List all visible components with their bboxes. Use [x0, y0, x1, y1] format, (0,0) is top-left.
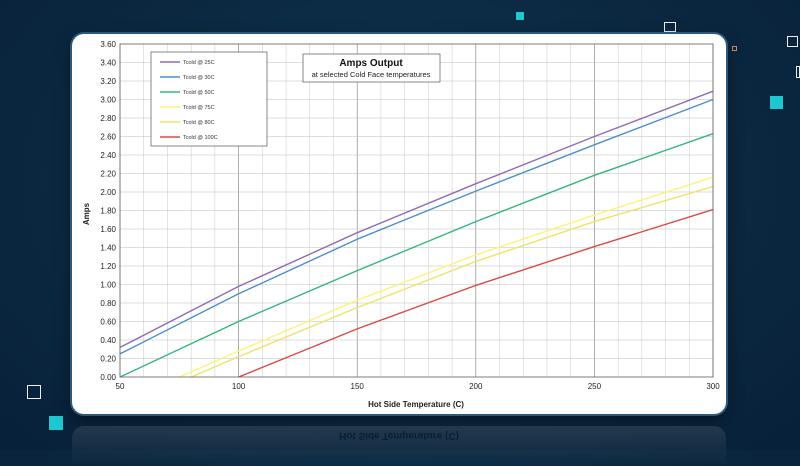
x-axis-label: Hot Side Temperature (C): [368, 400, 464, 409]
chart: 0.00 0.20 0.40 0.60 0.80 1.00 1.20 1.40 1.60 1.80…: [82, 40, 721, 409]
x-tick-label: 250: [588, 382, 602, 391]
y-tick-label: 1.80: [100, 207, 116, 216]
legend-label: Tcold @ 80C: [183, 120, 215, 126]
card-reflection: Hot Side Temperature (C): [72, 426, 726, 466]
plot-area-border: [119, 43, 714, 378]
y-tick-label: 2.60: [100, 133, 116, 142]
decorative-square-outline: [796, 66, 800, 78]
x-axis-ticks: 50 100 150 200 250 300: [116, 382, 721, 391]
y-tick-label: 3.60: [100, 40, 116, 49]
chart-series: [119, 90, 714, 378]
y-tick-label: 0.00: [100, 373, 116, 382]
chart-legend: Tcold @ 25C Tcold @ 30C Tcold @ 50C Tcold @…: [150, 51, 268, 147]
x-tick-label: 200: [469, 382, 483, 391]
y-tick-label: 1.20: [100, 262, 116, 271]
chart-card: 0.00 0.20 0.40 0.60 0.80 1.00 1.20 1.40 1.60 1.80…: [72, 34, 726, 414]
decorative-square-teal: [49, 416, 63, 430]
series-line-6: [238, 208, 714, 378]
decorative-square-outline: [664, 22, 676, 32]
chart-title: Amps Output: [339, 58, 403, 69]
series-line-4: [179, 176, 714, 378]
y-axis-label: Amps: [82, 202, 91, 225]
y-tick-label: 2.00: [100, 188, 116, 197]
y-tick-label: 1.00: [100, 281, 116, 290]
y-tick-label: 3.20: [100, 77, 116, 86]
y-tick-label: 0.40: [100, 336, 116, 345]
decorative-square-outline: [732, 46, 737, 51]
series-line-5: [190, 185, 714, 378]
y-tick-label: 0.60: [100, 318, 116, 327]
legend-label: Tcold @ 30C: [183, 75, 215, 81]
x-tick-label: 300: [706, 382, 720, 391]
legend-label: Tcold @ 25C: [183, 60, 215, 66]
reflection-text: Hot Side Temperature (C): [339, 430, 459, 441]
y-tick-label: 2.20: [100, 170, 116, 179]
y-tick-label: 0.80: [100, 299, 116, 308]
y-tick-label: 2.40: [100, 151, 116, 160]
series-line-3: [119, 133, 714, 378]
x-tick-label: 150: [351, 382, 365, 391]
x-tick-label: 50: [116, 382, 125, 391]
decorative-square-teal: [770, 96, 783, 109]
legend-label: Tcold @ 100C: [183, 135, 218, 141]
y-tick-label: 2.80: [100, 114, 116, 123]
y-tick-label: 1.60: [100, 225, 116, 234]
legend-label: Tcold @ 50C: [183, 90, 215, 96]
legend-label: Tcold @ 75C: [183, 105, 215, 111]
x-tick-label: 100: [232, 382, 246, 391]
series-line-1: [119, 90, 714, 349]
y-tick-label: 3.40: [100, 59, 116, 68]
y-tick-label: 0.20: [100, 355, 116, 364]
chart-title-box: Amps Output at selected Cold Face temper…: [302, 53, 441, 83]
decorative-square-outline: [787, 36, 798, 47]
y-tick-label: 3.00: [100, 96, 116, 105]
y-tick-label: 1.40: [100, 244, 116, 253]
chart-subtitle: at selected Cold Face temperatures: [312, 70, 431, 79]
decorative-square-outline: [27, 385, 41, 399]
decorative-square-teal: [516, 12, 524, 20]
series-line-2: [119, 98, 714, 355]
y-axis-ticks: 0.00 0.20 0.40 0.60 0.80 1.00 1.20 1.40 1.60 1.80…: [100, 40, 116, 382]
